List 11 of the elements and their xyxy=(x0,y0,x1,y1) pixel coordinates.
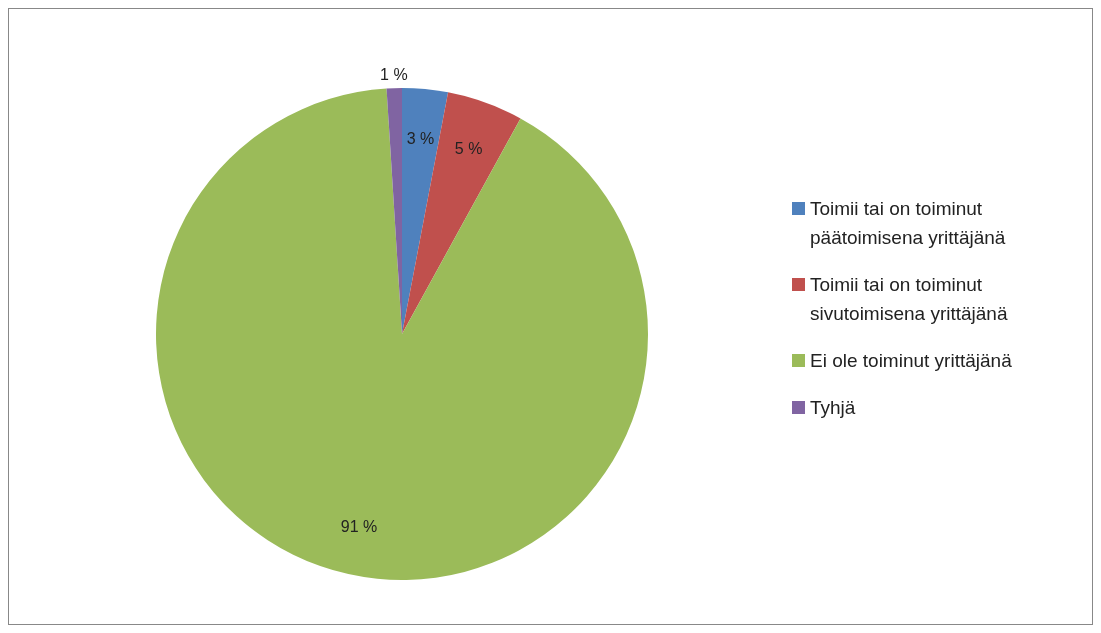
legend-label: Toimii tai on toiminut päätoimisena yrittäjänä xyxy=(810,196,1007,250)
pie-slice xyxy=(156,88,648,580)
data-label: 3 % xyxy=(406,129,435,147)
legend-label: Ei ole toiminut yrittäjänä xyxy=(810,348,1012,373)
pie-slice xyxy=(402,92,521,334)
data-label: 5 % xyxy=(454,140,483,158)
data-label: 91 % xyxy=(340,517,378,535)
data-label: 1 % xyxy=(380,65,408,83)
legend-label: Tyhjä xyxy=(810,395,856,420)
pie-slice xyxy=(402,88,449,334)
legend-label: Toimii tai on toiminut sivutoimisena yrittäjänä xyxy=(810,272,1009,326)
